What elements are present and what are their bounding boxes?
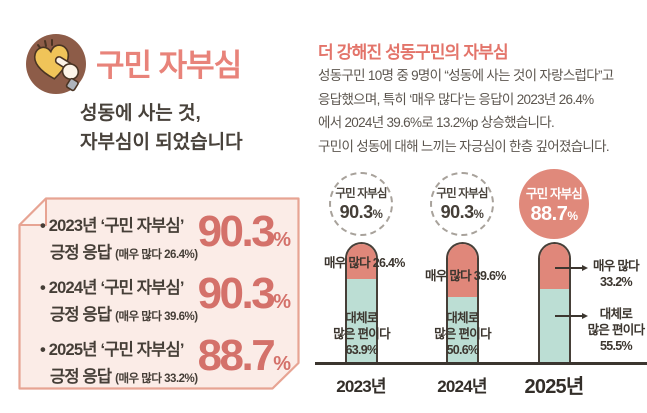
bar-2-mostly-label: 대체로 많은 편이다 50.6% [422,310,503,358]
note-row-2025: • 2025년 ‘구민 자부심’ 긍정 응답 (매우 많다 33.2%) 88.… [40,331,292,386]
pride-bar-chart: 구민 자부심 90.3% 구민 자부심 90.3% 구민 자부심 88.7% 매… [315,168,647,413]
note-row-sub: 긍정 응답 (매우 많다 39.6%) [40,301,198,325]
bar-2025 [538,242,571,362]
note-row-sub: 긍정 응답 (매우 많다 26.4%) [40,239,198,263]
chart-baseline [315,362,647,365]
bar-1-mostly-label: 대체로 많은 편이다 63.9% [321,310,402,358]
article-heading: 더 강해진 성동구민의 자부심 [318,43,509,62]
bar-2-very-label: 매우 많다 39.6% [425,269,506,283]
positive-response-label: 긍정 응답 [50,244,112,262]
value-unit: % [273,229,291,251]
x-label-2024: 2024년 [437,377,487,396]
bar-2023 [345,242,378,362]
bar-2-segment-very [448,244,477,297]
summary-note: • 2023년 ‘구민 자부심’ 긍정 응답 (매우 많다 26.4%) 90.… [18,197,300,390]
label-line: 63.9% [345,343,379,357]
label-line: 매우 많다 [593,259,640,273]
body-line-3: 에서 2024년 39.6%로 13.2%p 상승했습니다. [318,115,555,130]
value-unit: % [273,291,291,313]
bar-3-segment-mostly [540,289,569,362]
note-row-text: • 2023년 ‘구민 자부심’ 긍정 응답 (매우 많다 26.4%) [40,212,198,263]
bar-2-segment-mostly [448,297,477,362]
very-detail: (매우 많다 33.2%) [115,373,198,385]
badge-unit: % [567,208,578,223]
note-row-value: 88.7% [197,331,291,381]
label-line: 55.5% [600,339,633,353]
note-content: • 2023년 ‘구민 자부심’ 긍정 응답 (매우 많다 26.4%) 90.… [40,207,292,398]
label-line: 많은 편이다 [587,323,645,337]
x-label-2025: 2025년 [524,376,585,398]
value-unit: % [273,353,291,375]
label-line: 대체로 [446,311,479,325]
bar-3-very-label: 매우 많다 33.2% [585,258,647,290]
badge-unit: % [372,209,383,221]
value-number: 90.3 [197,207,276,256]
callout-arrow-mostly [555,312,588,319]
badge-2024: 구민 자부심 90.3% [430,172,494,236]
badge-label: 구민 자부심 [525,186,583,201]
note-row-title: • 2025년 ‘구민 자부심’ [40,336,198,360]
badge-unit: % [473,209,484,221]
subtitle-line-2: 자부심이 되었습니다 [80,132,243,153]
badge-number: 90.3 [339,202,374,222]
bar-3-segment-very [540,244,569,289]
body-line-2: 응답했으며, 특히 ‘매우 많다’는 응답이 2023년 26.4% [318,91,594,107]
badge-label: 구민 자부심 [335,188,387,200]
body-line-1: 성동구민 10명 중 9명이 “성동에 사는 것이 자랑스럽다”고 [318,68,614,83]
label-line: 50.6% [446,343,480,357]
note-year-label: 2025년 ‘구민 자부심’ [48,341,185,359]
badge-2023: 구민 자부심 90.3% [329,172,393,236]
label-line: 대체로 [599,307,633,321]
badge-number: 90.3 [440,202,475,222]
article-body: 성동구민 10명 중 9명이 “성동에 사는 것이 자랑스럽다”고 응답했으며,… [318,64,614,158]
bar-1-segment-very [347,244,376,279]
note-row-title: • 2024년 ‘구민 자부심’ [40,274,198,298]
bar-3-mostly-label: 대체로 많은 편이다 55.5% [585,306,647,354]
body-line-4: 구민이 성동에 대해 느끼는 자긍심이 한층 깊어졌습니다. [318,138,610,154]
label-line: 33.2% [600,275,633,289]
note-row-value: 90.3% [197,269,291,319]
value-number: 88.7 [197,331,276,380]
positive-response-label: 긍정 응답 [50,306,112,324]
badge-2025: 구민 자부심 88.7% [519,169,589,239]
note-row-title: • 2023년 ‘구민 자부심’ [40,212,198,236]
note-row-text: • 2024년 ‘구민 자부심’ 긍정 응답 (매우 많다 39.6%) [40,274,198,325]
note-year-label: 2024년 ‘구민 자부심’ [48,279,185,297]
bar-1-segment-mostly [347,279,376,362]
badge-label: 구민 자부심 [436,188,488,200]
page-subtitle: 성동에 사는 것, 자부심이 되었습니다 [80,99,243,157]
badge-value: 88.7% [530,202,578,226]
note-year-label: 2023년 ‘구민 자부심’ [48,217,185,235]
very-detail: (매우 많다 39.6%) [115,311,198,323]
callout-arrow-very [555,264,588,271]
x-label-2023: 2023년 [336,377,386,396]
bar-1-very-label: 매우 많다 26.4% [324,256,405,270]
badge-number: 88.7 [530,202,568,225]
note-row-sub: 긍정 응답 (매우 많다 33.2%) [40,363,198,387]
badge-value: 90.3% [340,202,383,223]
very-detail: (매우 많다 26.4%) [115,249,198,261]
bullet: • [40,341,46,359]
subtitle-line-1: 성동에 사는 것, [80,103,201,124]
label-line: 많은 편이다 [333,327,390,341]
badge-value: 90.3% [441,202,484,223]
note-row-text: • 2025년 ‘구민 자부심’ 긍정 응답 (매우 많다 33.2%) [40,336,198,387]
bullet: • [40,217,46,235]
bullet: • [40,279,46,297]
bar-2024 [446,242,479,362]
page-title: 구민 자부심 [96,48,242,83]
heart-press-icon [26,34,86,94]
note-row-2023: • 2023년 ‘구민 자부심’ 긍정 응답 (매우 많다 26.4%) 90.… [40,207,292,262]
positive-response-label: 긍정 응답 [50,368,112,386]
note-background-shape [18,197,300,390]
note-row-2024: • 2024년 ‘구민 자부심’ 긍정 응답 (매우 많다 39.6%) 90.… [40,269,292,324]
value-number: 90.3 [197,269,276,318]
label-line: 대체로 [345,311,378,325]
label-line: 많은 편이다 [434,327,491,341]
note-row-value: 90.3% [197,207,291,257]
